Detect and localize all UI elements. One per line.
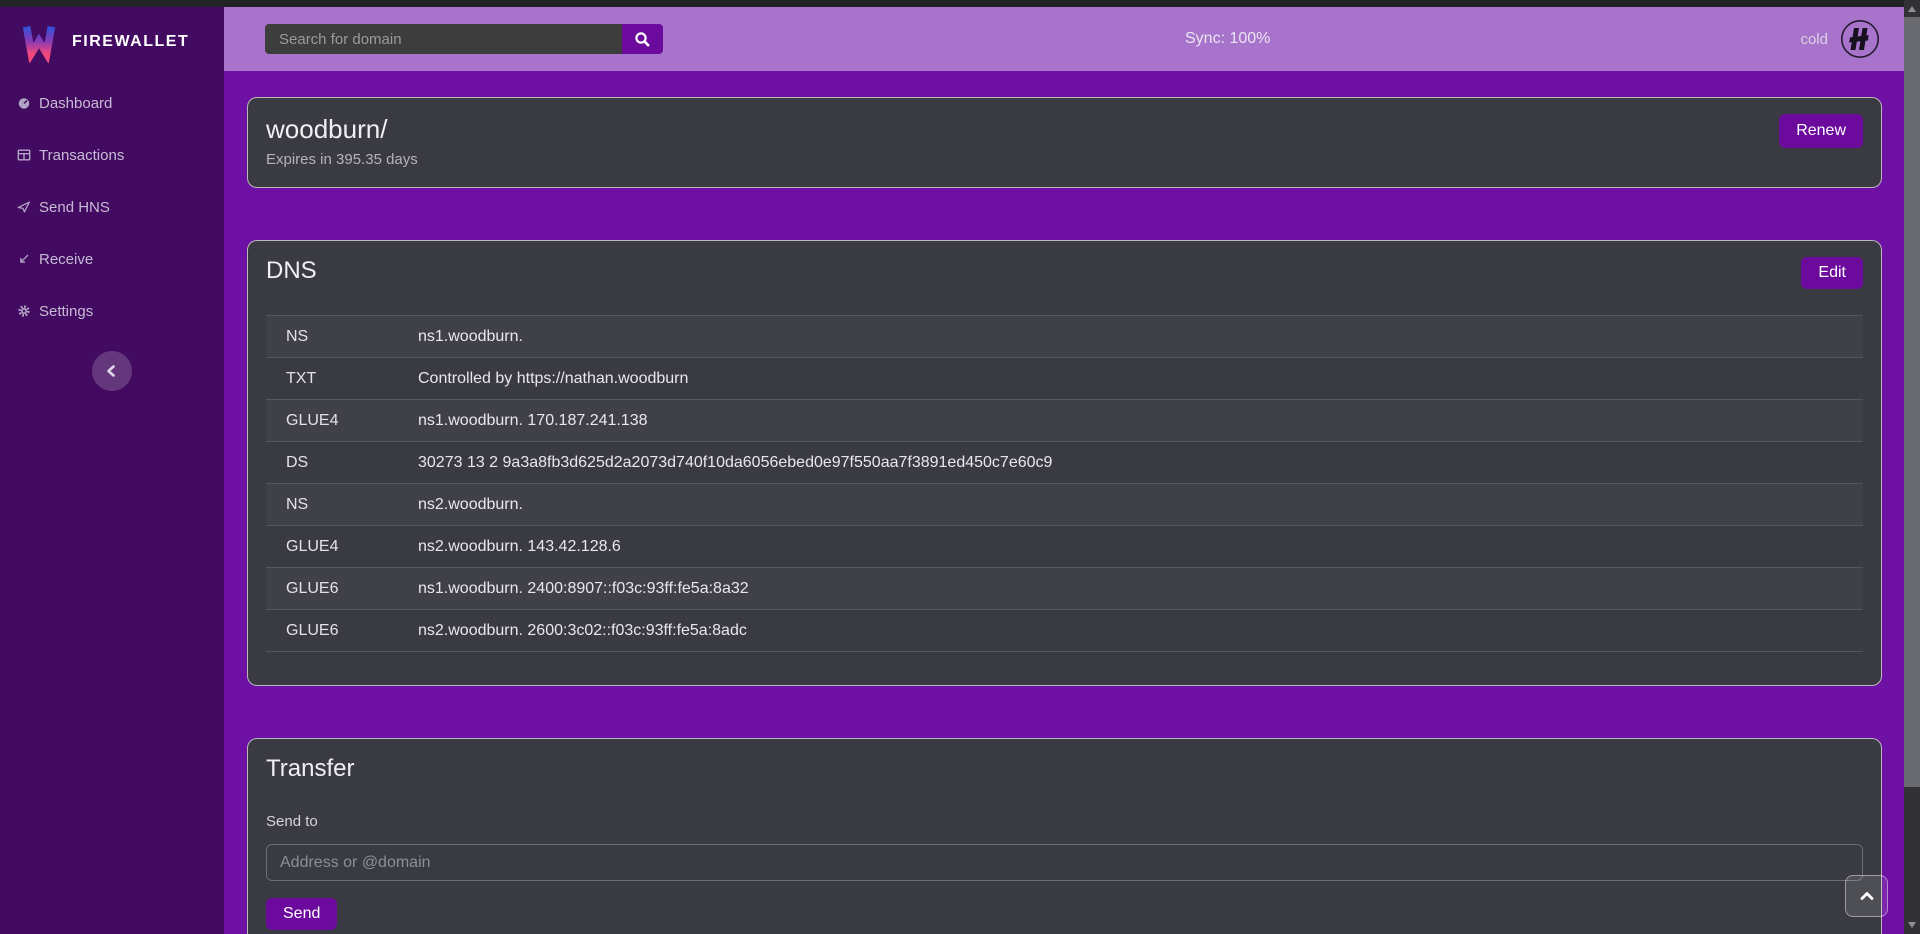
sidebar-item-transactions[interactable]: Transactions bbox=[0, 129, 224, 181]
dns-record-row: GLUE4 ns2.woodburn. 143.42.128.6 bbox=[266, 525, 1863, 568]
handshake-logo-icon bbox=[1840, 19, 1880, 59]
app-window: FIREWALLET Dashboard Transactions Send H… bbox=[0, 7, 1904, 934]
dns-record-value: Controlled by https://nathan.woodburn bbox=[418, 370, 689, 387]
main-content: woodburn/ Expires in 395.35 days Renew D… bbox=[224, 71, 1904, 934]
sidebar: FIREWALLET Dashboard Transactions Send H… bbox=[0, 7, 224, 934]
dns-record-type: GLUE4 bbox=[286, 412, 339, 429]
dns-record-type: TXT bbox=[286, 370, 317, 387]
dns-record-type: GLUE6 bbox=[286, 622, 339, 639]
scrollbar-up-arrow[interactable] bbox=[1908, 6, 1916, 12]
dns-card-title: DNS bbox=[266, 257, 317, 284]
sidebar-item-label: Dashboard bbox=[39, 94, 113, 112]
firewallet-logo-icon bbox=[22, 26, 56, 63]
sidebar-item-settings[interactable]: Settings bbox=[0, 285, 224, 337]
wallet-name: cold bbox=[1800, 30, 1828, 48]
topbar: Sync: 100% cold bbox=[224, 7, 1904, 71]
edit-dns-button[interactable]: Edit bbox=[1801, 257, 1863, 289]
scrollbar-down-arrow[interactable] bbox=[1908, 922, 1916, 928]
dns-card: DNS Edit NS ns1.woodburn. TXT Controlled… bbox=[247, 240, 1882, 686]
dns-record-value: 30273 13 2 9a3a8fb3d625d2a2073d740f10da6… bbox=[418, 454, 1053, 471]
send-icon bbox=[17, 199, 31, 215]
dns-record-type: DS bbox=[286, 454, 309, 471]
dns-record-value: ns1.woodburn. 2400:8907::f03c:93ff:fe5a:… bbox=[418, 580, 749, 597]
wallet-indicator[interactable]: cold bbox=[1800, 19, 1904, 59]
domain-info: woodburn/ Expires in 395.35 days bbox=[266, 114, 418, 168]
send-to-label: Send to bbox=[266, 813, 318, 830]
receive-arrow-icon bbox=[17, 251, 31, 267]
dns-record-row: GLUE6 ns2.woodburn. 2600:3c02::f03c:93ff… bbox=[266, 609, 1863, 652]
dns-record-value: ns2.woodburn. 143.42.128.6 bbox=[418, 538, 621, 555]
chevron-left-icon bbox=[107, 365, 115, 377]
vertical-scrollbar[interactable] bbox=[1904, 0, 1920, 934]
scroll-to-top-button[interactable] bbox=[1845, 875, 1888, 917]
renew-button[interactable]: Renew bbox=[1779, 114, 1863, 148]
dns-record-row: NS ns2.woodburn. bbox=[266, 483, 1863, 526]
dns-records-table: NS ns1.woodburn. TXT Controlled by https… bbox=[266, 315, 1863, 652]
domain-card: woodburn/ Expires in 395.35 days Renew bbox=[247, 97, 1882, 188]
dns-record-type: GLUE4 bbox=[286, 538, 339, 555]
main-column: Sync: 100% cold woodburn/ bbox=[224, 7, 1904, 934]
dns-record-value: ns1.woodburn. 170.187.241.138 bbox=[418, 412, 648, 429]
search-icon bbox=[635, 31, 650, 46]
dns-record-row: TXT Controlled by https://nathan.woodbur… bbox=[266, 357, 1863, 400]
gauge-icon bbox=[17, 95, 31, 111]
dns-record-row: GLUE4 ns1.woodburn. 170.187.241.138 bbox=[266, 399, 1863, 442]
dns-record-row: NS ns1.woodburn. bbox=[266, 315, 1863, 358]
sidebar-item-receive[interactable]: Receive bbox=[0, 233, 224, 285]
app-logo[interactable]: FIREWALLET bbox=[0, 7, 224, 65]
send-button[interactable]: Send bbox=[266, 898, 338, 930]
sidebar-collapse-button[interactable] bbox=[92, 351, 132, 391]
dns-record-type: NS bbox=[286, 496, 309, 513]
top-strip bbox=[0, 0, 1904, 7]
domain-expiry: Expires in 395.35 days bbox=[266, 151, 418, 168]
transfer-address-input[interactable] bbox=[266, 844, 1863, 881]
sidebar-item-send-hns[interactable]: Send HNS bbox=[0, 181, 224, 233]
scrollbar-thumb[interactable] bbox=[1904, 17, 1920, 787]
sidebar-item-label: Send HNS bbox=[39, 198, 110, 216]
dns-record-value: ns2.woodburn. bbox=[418, 496, 523, 513]
dns-record-value: ns1.woodburn. bbox=[418, 328, 523, 345]
chevron-up-icon bbox=[1860, 892, 1873, 900]
gear-icon bbox=[17, 303, 31, 319]
transfer-card: Transfer Send to Send bbox=[247, 738, 1882, 934]
domain-search bbox=[265, 24, 663, 54]
sync-status: Sync: 100% bbox=[1185, 30, 1271, 47]
sidebar-item-label: Settings bbox=[39, 302, 94, 320]
dns-record-type: NS bbox=[286, 328, 309, 345]
dns-record-type: GLUE6 bbox=[286, 580, 339, 597]
table-icon bbox=[17, 147, 31, 163]
search-input[interactable] bbox=[265, 24, 622, 54]
sidebar-item-label: Transactions bbox=[39, 146, 125, 164]
sidebar-item-label: Receive bbox=[39, 250, 94, 268]
sidebar-nav: Dashboard Transactions Send HNS Receive bbox=[0, 77, 224, 337]
transfer-card-title: Transfer bbox=[266, 755, 355, 782]
search-button[interactable] bbox=[622, 24, 663, 54]
domain-name: woodburn/ bbox=[266, 114, 388, 144]
dns-record-row: GLUE6 ns1.woodburn. 2400:8907::f03c:93ff… bbox=[266, 567, 1863, 610]
sidebar-item-dashboard[interactable]: Dashboard bbox=[0, 77, 224, 129]
dns-record-row: DS 30273 13 2 9a3a8fb3d625d2a2073d740f10… bbox=[266, 441, 1863, 484]
app-title: FIREWALLET bbox=[72, 33, 190, 50]
dns-record-value: ns2.woodburn. 2600:3c02::f03c:93ff:fe5a:… bbox=[418, 622, 747, 639]
